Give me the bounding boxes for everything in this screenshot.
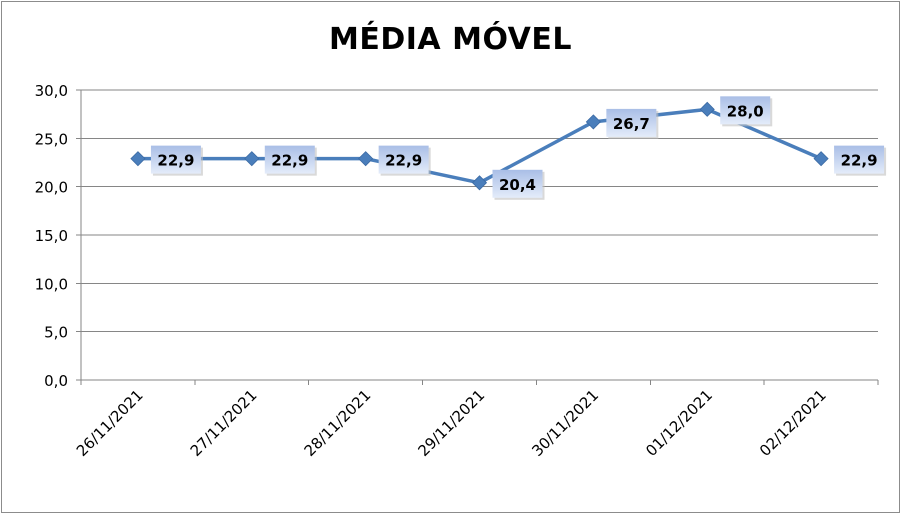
data-label-box: [606, 108, 657, 137]
data-label-box: [834, 145, 885, 174]
y-tick-label: 30,0: [35, 82, 68, 100]
data-point-marker: [471, 175, 488, 191]
x-tick-label: 26/11/2021: [73, 386, 147, 460]
x-tick-label: 29/11/2021: [414, 386, 488, 460]
x-tick-label: 01/12/2021: [642, 386, 716, 460]
data-label-box: [378, 145, 429, 174]
data-label-box: [720, 96, 771, 125]
data-label-box: [150, 145, 201, 174]
data-label-box: [264, 145, 315, 174]
y-tick-label: 20,0: [35, 179, 68, 197]
data-point-marker: [699, 101, 715, 117]
data-label: 22,9: [157, 152, 194, 170]
x-tick-label: 28/11/2021: [301, 386, 375, 460]
data-point-marker: [813, 151, 829, 167]
data-label-box: [492, 169, 543, 198]
y-tick-label: 25,0: [35, 130, 68, 148]
y-tick-label: 0,0: [44, 372, 68, 390]
data-point-marker: [244, 151, 260, 167]
x-tick-label: 27/11/2021: [187, 386, 261, 460]
y-tick-label: 15,0: [35, 227, 68, 245]
data-point-marker: [585, 114, 601, 130]
data-label: 26,7: [613, 115, 650, 133]
data-label: 22,9: [841, 152, 878, 170]
data-label: 20,4: [499, 176, 536, 194]
data-label: 22,9: [271, 152, 308, 170]
y-tick-label: 10,0: [35, 275, 68, 293]
data-label: 28,0: [727, 102, 764, 120]
chart-title: MÉDIA MÓVEL: [329, 22, 572, 57]
data-point-marker: [130, 151, 146, 167]
series-line: [137, 107, 822, 185]
x-tick-label: 30/11/2021: [528, 386, 602, 460]
data-label: 22,9: [385, 152, 422, 170]
data-point-marker: [358, 151, 374, 167]
x-tick-label: 02/12/2021: [756, 386, 830, 460]
y-tick-label: 5,0: [44, 324, 68, 342]
